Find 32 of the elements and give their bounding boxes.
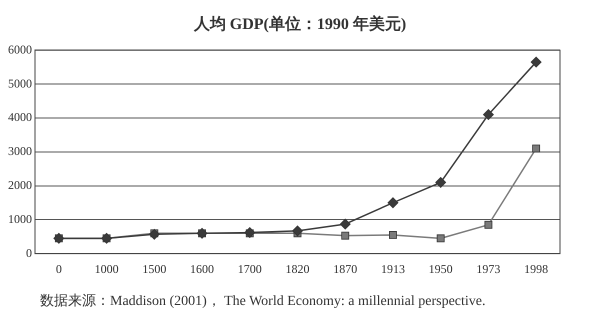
y-tick-label: 3000 [8, 144, 32, 158]
x-tick-label: 0 [56, 262, 62, 276]
point [292, 225, 303, 236]
point [484, 220, 492, 229]
x-tick-label: 1913 [380, 262, 405, 276]
x-tick-label: 1000 [94, 262, 119, 276]
point [435, 177, 446, 188]
x-tick-label: 1700 [238, 262, 262, 276]
x-tick-label: 1950 [428, 262, 453, 276]
point [483, 109, 494, 120]
y-tick-label: 4000 [8, 110, 32, 124]
x-tick-label: 1600 [190, 262, 214, 276]
y-tick-label: 6000 [8, 42, 32, 56]
point [389, 231, 397, 239]
x-tick-label: 1500 [142, 262, 166, 276]
point [530, 56, 542, 68]
point [532, 144, 540, 152]
point [341, 232, 350, 240]
y-tick-label: 2000 [8, 178, 32, 192]
x-tick-label: 1998 [524, 262, 548, 276]
point [436, 234, 445, 242]
point [148, 228, 160, 240]
point [388, 197, 398, 208]
y-tick-label: 0 [26, 246, 32, 260]
x-tick-label: 1973 [476, 262, 500, 276]
y-tick-label: 1000 [8, 212, 32, 226]
chart-title: 人均 GDP(单位：1990 年美元) [192, 14, 408, 35]
x-tick-label: 1870 [333, 262, 358, 276]
point [340, 218, 351, 230]
source-note: 数据来源：Maddison (2001)， The World Economy: a millennial perspective. [40, 292, 486, 310]
x-tick-label: 1820 [286, 262, 310, 276]
y-tick-label: 5000 [8, 76, 32, 90]
